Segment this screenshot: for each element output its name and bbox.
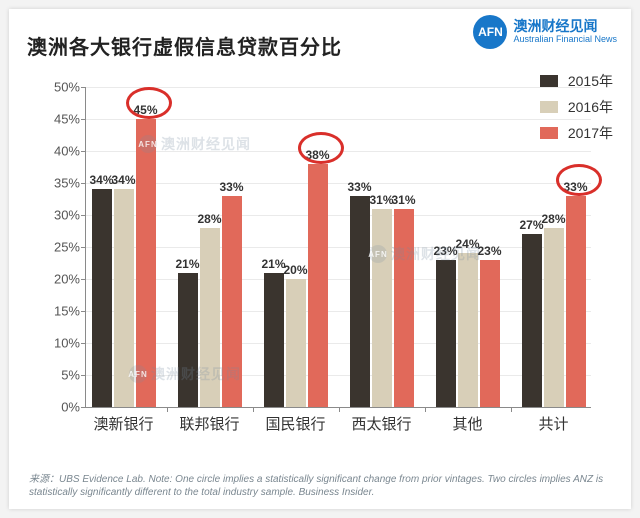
y-tick-mark <box>81 311 86 312</box>
bar-value-label: 23% <box>470 244 510 258</box>
bar: 28% <box>200 228 220 407</box>
bar-value-label: 33% <box>556 180 596 194</box>
bar-value-label: 33% <box>212 180 252 194</box>
y-tick-label: 35% <box>54 176 80 191</box>
bar: 20% <box>286 279 306 407</box>
bar-chart: 0% 5% 10% 15% 20% 25% 30% 35% 40% 45% 50% 澳新银行 34%34… <box>39 79 604 449</box>
category-label: 联邦银行 <box>179 413 239 434</box>
bar: 33% <box>222 196 242 407</box>
bar: 33% <box>566 196 586 407</box>
logo-text: 澳洲财经见闻 Australian Financial News <box>513 19 617 44</box>
gridline <box>86 151 591 152</box>
y-tick-label: 30% <box>54 208 80 223</box>
bar: 33% <box>350 196 370 407</box>
bar: 21% <box>178 273 198 407</box>
chart-title: 澳洲各大银行虚假信息贷款百分比 <box>27 31 342 60</box>
y-tick-mark <box>81 119 86 120</box>
y-tick-label: 45% <box>54 112 80 127</box>
category-label: 澳新银行 <box>93 413 153 434</box>
gridline <box>86 247 591 248</box>
chart-card: 澳洲各大银行虚假信息贷款百分比 AFN 澳洲财经见闻 Australian Fi… <box>9 9 631 509</box>
y-tick-mark <box>81 87 86 88</box>
y-tick-label: 40% <box>54 144 80 159</box>
y-tick-label: 50% <box>54 80 80 95</box>
y-tick-mark <box>81 151 86 152</box>
logo-en: Australian Financial News <box>513 35 617 45</box>
bar: 45% <box>136 119 156 407</box>
gridline <box>86 311 591 312</box>
y-tick-label: 10% <box>54 336 80 351</box>
y-tick-mark <box>81 343 86 344</box>
bar: 24% <box>458 253 478 407</box>
bar-value-label: 38% <box>298 148 338 162</box>
bar: 31% <box>372 209 392 407</box>
bar-value-label: 31% <box>384 193 424 207</box>
y-tick-label: 20% <box>54 272 80 287</box>
bar: 38% <box>308 164 328 407</box>
y-tick-label: 5% <box>61 368 80 383</box>
y-tick-label: 15% <box>54 304 80 319</box>
y-tick-label: 0% <box>61 400 80 415</box>
bar: 34% <box>114 189 134 407</box>
gridline <box>86 375 591 376</box>
bar: 34% <box>92 189 112 407</box>
bar-value-label: 45% <box>126 103 166 117</box>
gridline <box>86 215 591 216</box>
gridline <box>86 279 591 280</box>
bar: 31% <box>394 209 414 407</box>
bar: 21% <box>264 273 284 407</box>
gridline <box>86 343 591 344</box>
publisher-logo: AFN 澳洲财经见闻 Australian Financial News <box>473 15 617 49</box>
gridline <box>86 183 591 184</box>
bar: 23% <box>480 260 500 407</box>
y-tick-label: 25% <box>54 240 80 255</box>
plot-area: 0%5%10%15%20%25%30%35%40%45%50%澳新银行34%34… <box>85 87 591 408</box>
logo-cn: 澳洲财经见闻 <box>513 19 617 34</box>
y-tick-mark <box>81 279 86 280</box>
bar: 23% <box>436 260 456 407</box>
y-tick-mark <box>81 247 86 248</box>
y-tick-mark <box>81 215 86 216</box>
category-label: 共计 <box>538 413 568 434</box>
category-label: 国民银行 <box>265 413 325 434</box>
y-tick-mark <box>81 407 86 408</box>
category-label: 其他 <box>452 413 482 434</box>
gridline <box>86 119 591 120</box>
gridline <box>86 87 591 88</box>
bar: 28% <box>544 228 564 407</box>
source-footnote: 来源：UBS Evidence Lab. Note: One circle im… <box>29 474 611 499</box>
category-label: 西太银行 <box>351 413 411 434</box>
y-tick-mark <box>81 375 86 376</box>
afn-badge-icon: AFN <box>473 15 507 49</box>
bar: 27% <box>522 234 542 407</box>
